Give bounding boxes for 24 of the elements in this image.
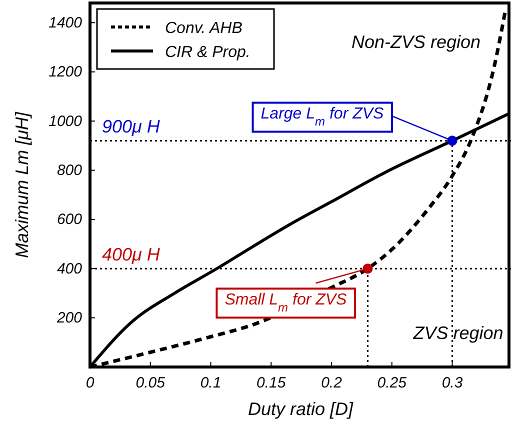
x-tick-label: 0.3 bbox=[442, 374, 464, 392]
y-tick-label: 1400 bbox=[48, 14, 83, 32]
ref-line-label: 900μ H bbox=[102, 116, 161, 137]
y-axis-title: Maximum Lm [μH] bbox=[12, 111, 32, 258]
x-tick-label: 0 bbox=[86, 374, 95, 392]
legend-label: Conv. AHB bbox=[165, 20, 243, 37]
y-tick-label: 1000 bbox=[48, 112, 83, 130]
y-tick-label: 1200 bbox=[48, 64, 83, 81]
x-tick-label: 0.05 bbox=[136, 374, 166, 392]
y-tick-label: 400 bbox=[56, 260, 83, 278]
annotation: Non-ZVS region bbox=[351, 32, 481, 52]
annotation: Large L$_{m}$ for ZVS bbox=[260, 106, 384, 129]
annotation: ZVS region bbox=[412, 323, 504, 343]
x-tick-label: 0.2 bbox=[321, 374, 343, 392]
y-tick-label: 800 bbox=[56, 162, 83, 180]
legend-label: CIR & Prop. bbox=[165, 44, 250, 61]
x-tick-label: 0.1 bbox=[200, 374, 222, 392]
x-axis-title: Duty ratio [D] bbox=[248, 399, 354, 419]
ref-line-label: 400μ H bbox=[102, 244, 161, 265]
y-tick-label: 200 bbox=[56, 310, 83, 327]
x-tick-label: 0.25 bbox=[377, 374, 408, 392]
y-tick-label: 600 bbox=[56, 211, 83, 228]
annotation: Small L$_{m}$ for ZVS bbox=[224, 292, 348, 315]
x-tick-label: 0.15 bbox=[256, 374, 286, 392]
